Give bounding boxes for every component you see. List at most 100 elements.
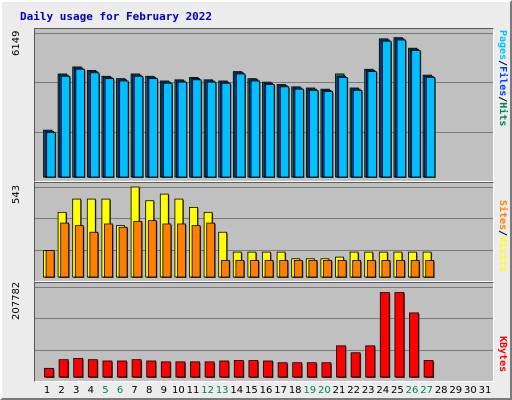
hits-files-pages-plot bbox=[35, 33, 493, 179]
hits-ymax-label: 6149 bbox=[11, 30, 22, 56]
x-tick-label: 29 bbox=[449, 385, 463, 396]
x-tick-label: 26 bbox=[405, 385, 419, 396]
x-tick-label: 6 bbox=[116, 385, 124, 396]
bar-sites-day-2 bbox=[60, 222, 70, 278]
bar-pages-day-15 bbox=[250, 80, 261, 178]
bar-sites-day-1 bbox=[45, 250, 55, 278]
bar-sites-day-18 bbox=[293, 260, 303, 278]
bar-pages-day-16 bbox=[265, 84, 275, 178]
bar-kbytes-day-5 bbox=[102, 360, 113, 378]
bar-sites-day-23 bbox=[366, 260, 376, 278]
bar-sites-day-27 bbox=[425, 260, 435, 278]
bar-kbytes-day-24 bbox=[379, 292, 390, 378]
bar-kbytes-day-13 bbox=[219, 360, 230, 378]
bar-sites-day-15 bbox=[250, 260, 259, 278]
bar-pages-day-6 bbox=[119, 80, 129, 178]
bar-kbytes-day-15 bbox=[248, 360, 259, 378]
bar-kbytes-day-6 bbox=[117, 360, 127, 378]
bar-kbytes-day-18 bbox=[292, 362, 303, 378]
chart-title: Daily usage for February 2022 bbox=[20, 10, 213, 23]
bar-kbytes-day-23 bbox=[365, 345, 376, 378]
bar-sites-day-20 bbox=[323, 260, 332, 278]
bar-pages-day-17 bbox=[279, 86, 290, 178]
bar-kbytes-day-21 bbox=[336, 345, 346, 378]
bar-sites-day-10 bbox=[177, 223, 186, 278]
kbytes-plot bbox=[35, 287, 493, 378]
x-tick-label: 13 bbox=[215, 385, 229, 396]
bar-kbytes-day-12 bbox=[204, 361, 215, 378]
bar-kbytes-day-7 bbox=[131, 359, 142, 378]
bar-pages-day-9 bbox=[163, 82, 173, 178]
bar-pages-day-18 bbox=[294, 88, 304, 178]
x-tick-label: 17 bbox=[274, 385, 287, 396]
bar-kbytes-day-17 bbox=[277, 362, 288, 378]
bar-sites-day-19 bbox=[308, 260, 318, 278]
bar-sites-day-4 bbox=[89, 231, 99, 278]
visits-sites-panel bbox=[34, 182, 494, 282]
kbytes-panel bbox=[34, 282, 494, 382]
bar-kbytes-day-1 bbox=[44, 367, 54, 378]
kbytes-legend: KBytes bbox=[497, 336, 508, 372]
x-tick-label: 1 bbox=[43, 385, 51, 396]
bar-kbytes-day-20 bbox=[321, 362, 332, 378]
bar-kbytes-day-16 bbox=[263, 360, 273, 378]
x-tick-label: 20 bbox=[318, 385, 331, 396]
bar-pages-day-8 bbox=[148, 78, 158, 178]
x-tick-label: 22 bbox=[347, 385, 360, 396]
bar-kbytes-day-9 bbox=[160, 361, 171, 378]
bar-pages-day-7 bbox=[133, 75, 144, 178]
x-tick-label: 12 bbox=[201, 385, 214, 396]
bar-kbytes-day-19 bbox=[306, 362, 317, 378]
bar-kbytes-day-4 bbox=[87, 359, 98, 378]
legend-kbytes: KBytes bbox=[497, 336, 508, 373]
bar-pages-day-23 bbox=[367, 71, 377, 178]
legend-pages: Pages bbox=[497, 30, 508, 61]
bar-sites-day-6 bbox=[118, 226, 128, 278]
bar-sites-day-14 bbox=[235, 260, 245, 278]
bar-sites-day-17 bbox=[279, 260, 289, 278]
bar-kbytes-day-3 bbox=[73, 357, 84, 378]
x-tick-label: 3 bbox=[73, 385, 80, 396]
x-tick-label: 11 bbox=[186, 385, 200, 396]
bar-sites-day-3 bbox=[74, 225, 84, 278]
bar-sites-day-16 bbox=[264, 260, 274, 278]
bar-kbytes-day-8 bbox=[146, 360, 157, 378]
bar-sites-day-9 bbox=[162, 223, 172, 278]
visits-legend: Sites/Visits bbox=[497, 200, 508, 272]
bar-kbytes-day-26 bbox=[409, 312, 419, 378]
bar-sites-day-8 bbox=[147, 220, 157, 278]
bar-pages-day-25 bbox=[396, 39, 407, 178]
hits-legend: Pages/Files/Hits bbox=[497, 30, 508, 126]
x-tick-label: 14 bbox=[230, 385, 244, 396]
bar-kbytes-day-25 bbox=[394, 292, 405, 378]
x-tick-label: 25 bbox=[391, 385, 404, 396]
x-tick-label: 5 bbox=[102, 385, 109, 396]
bar-pages-day-20 bbox=[323, 91, 334, 178]
bar-sites-day-13 bbox=[220, 260, 230, 278]
legend-sites: Sites bbox=[497, 200, 508, 231]
bar-pages-day-24 bbox=[382, 40, 392, 178]
bar-pages-day-13 bbox=[221, 82, 231, 178]
legend-hits: Hits bbox=[497, 102, 508, 127]
x-tick-label: 28 bbox=[434, 385, 448, 396]
x-tick-label: 10 bbox=[172, 385, 185, 396]
x-tick-label: 4 bbox=[87, 385, 94, 396]
bar-kbytes-day-22 bbox=[350, 352, 361, 378]
bar-sites-day-21 bbox=[337, 260, 347, 278]
x-tick-label: 15 bbox=[245, 385, 258, 396]
bar-pages-day-22 bbox=[352, 89, 363, 178]
legend-files: Files bbox=[497, 66, 508, 97]
bar-sites-day-7 bbox=[133, 221, 143, 278]
x-tick-label: 21 bbox=[332, 385, 346, 396]
bar-pages-day-14 bbox=[236, 73, 246, 178]
x-tick-label: 8 bbox=[146, 385, 153, 396]
x-tick-label: 19 bbox=[303, 385, 317, 396]
x-tick-label: 7 bbox=[131, 385, 138, 396]
x-tick-label: 16 bbox=[259, 385, 273, 396]
hits-files-pages-panel bbox=[34, 28, 494, 182]
bar-sites-day-22 bbox=[352, 260, 362, 278]
bar-kbytes-day-10 bbox=[175, 361, 186, 378]
visits-sites-plot bbox=[35, 186, 493, 278]
bar-sites-day-12 bbox=[206, 222, 216, 278]
